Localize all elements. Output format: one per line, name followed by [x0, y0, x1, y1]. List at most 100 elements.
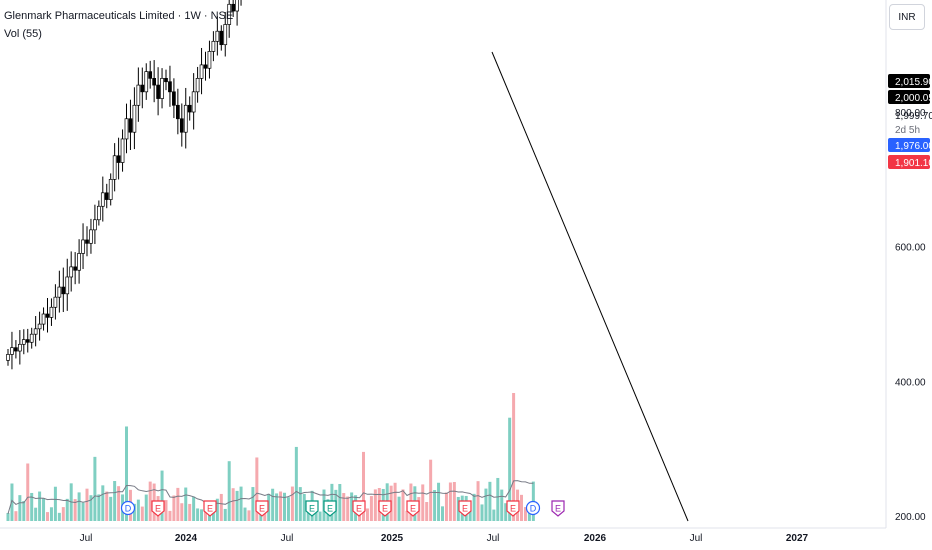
candle-body [144, 71, 149, 93]
volume-bar [227, 461, 231, 521]
candle-body [120, 138, 125, 163]
candle-body [215, 30, 220, 42]
volume-bar [512, 393, 516, 521]
volume-bar [421, 484, 425, 521]
candle-body [152, 78, 156, 86]
volume-bar [251, 487, 255, 521]
candle-body [29, 333, 34, 343]
volume-bar [101, 485, 105, 521]
candle-body [57, 286, 62, 298]
volume-bar [373, 489, 377, 521]
candle-body [203, 64, 208, 69]
volume-bar [342, 493, 346, 521]
volume-bar [46, 512, 49, 521]
volume-bar [338, 484, 342, 521]
volume-bar [294, 446, 298, 521]
volume-bar [500, 489, 504, 521]
price-tick-label: 800.00 [895, 108, 926, 119]
earnings-marker [458, 500, 472, 517]
earnings-marker [551, 500, 565, 517]
currency-button[interactable]: INR [889, 4, 925, 30]
volume-bar [437, 482, 441, 521]
earnings-marker [352, 500, 366, 517]
candle-body [53, 296, 58, 308]
candle-body [179, 118, 184, 133]
earnings-marker [203, 500, 217, 517]
volume-bar [160, 470, 164, 521]
candle-body [235, 0, 239, 12]
volume-legend: Vol (55) [4, 28, 42, 40]
price-axis: 2,200.001,600.001,400.001,200.001,000.00… [885, 0, 932, 528]
volume-bar [504, 503, 508, 521]
volume-bar [397, 496, 401, 521]
volume-bar [192, 496, 196, 521]
volume-bar [196, 508, 200, 521]
candle-body [176, 104, 180, 120]
volume-bar [184, 487, 188, 521]
price-tick-label: 600.00 [895, 243, 926, 254]
candle-body [207, 51, 212, 69]
price-badge-label: 1,976.00 [895, 141, 932, 152]
candlestick-series [6, 0, 242, 370]
volume-bar [200, 509, 204, 521]
candle-body [49, 306, 54, 318]
volume-bar [520, 494, 523, 521]
event-marker-label: E [327, 504, 333, 514]
candle-body [77, 253, 81, 271]
candle-body [96, 205, 101, 221]
volume-bar [30, 492, 34, 521]
volume-bar [140, 506, 144, 521]
candle-body [187, 104, 192, 113]
volume-bar [452, 482, 456, 521]
volume-bar [57, 512, 61, 521]
candle-body [73, 266, 78, 271]
volume-bar [81, 502, 85, 521]
candle-body [136, 84, 141, 106]
candle-body [85, 239, 89, 244]
candle-body [124, 118, 129, 140]
earnings-marker [406, 500, 420, 517]
volume-bar [26, 463, 30, 521]
volume-bar [523, 507, 527, 521]
candle-body [108, 179, 113, 200]
volume-bar [109, 496, 113, 521]
volume-bar [85, 488, 89, 521]
volume-bar [488, 481, 492, 521]
candle-body [227, 3, 232, 25]
volume-bar [211, 506, 215, 521]
candle-body [65, 276, 70, 295]
volume-bar [188, 503, 192, 521]
price-tick-label: 200.00 [895, 512, 926, 523]
volume-bar [279, 491, 283, 521]
volume-bar [476, 481, 480, 521]
volume-bar [132, 503, 136, 521]
chart-title: Glenmark Pharmaceuticals Limited · 1W · … [4, 10, 234, 22]
price-badge-label: 1,901.10 [895, 158, 932, 169]
event-marker-label: E [382, 504, 388, 514]
volume-bar [148, 481, 152, 521]
event-marker-label: E [462, 504, 468, 514]
volume-bar [283, 492, 286, 521]
candle-body [132, 104, 137, 133]
volume-bar [365, 508, 369, 521]
volume-bar [302, 493, 306, 521]
volume-bar [61, 507, 65, 521]
volume-bar [433, 490, 437, 521]
event-marker-label: E [207, 504, 213, 514]
candle-body [140, 84, 145, 93]
volume-bar [42, 498, 46, 521]
candle-body [148, 71, 153, 79]
volume-bar [97, 494, 101, 521]
volume-bar [49, 507, 53, 521]
event-marker-label: E [510, 504, 516, 514]
earnings-marker [305, 500, 319, 517]
trend-line [491, 51, 689, 522]
dividend-marker [120, 500, 136, 516]
candle-body [160, 78, 164, 99]
volume-bar [164, 500, 168, 521]
volume-bar [369, 496, 373, 521]
event-marker-label: E [309, 504, 315, 514]
candle-body [89, 229, 93, 244]
